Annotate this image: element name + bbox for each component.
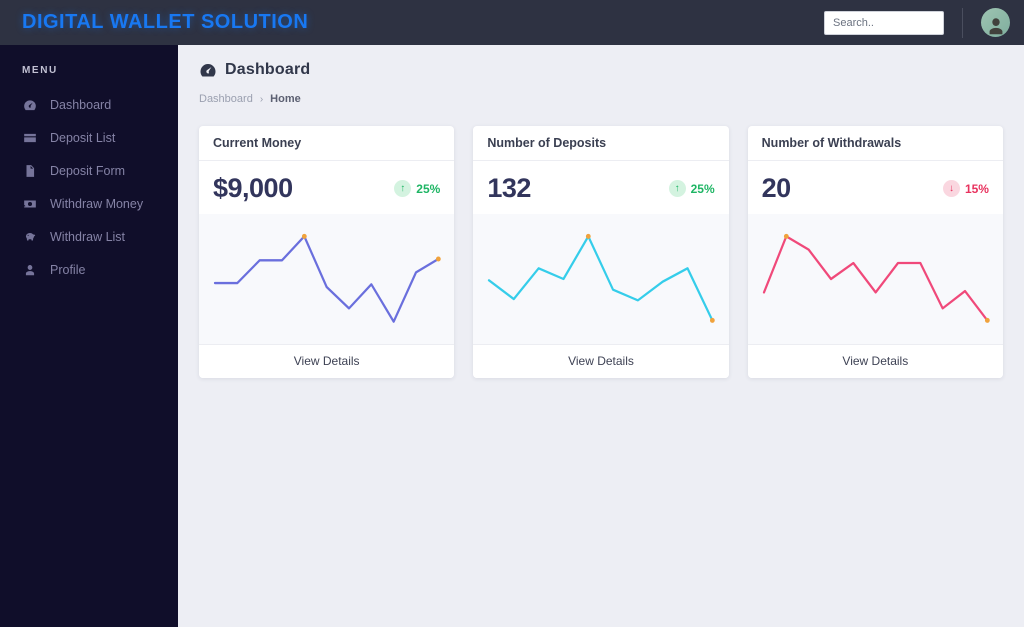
stat-card-number-of-withdrawals: Number of Withdrawals 20 ↓ 15% View Details [747, 126, 1003, 378]
avatar[interactable] [981, 8, 1010, 37]
trend-percentage: 15% [964, 181, 989, 196]
stat-cards-row: Current Money $9,000 ↑ 25% View Details Numbe… [199, 126, 1003, 378]
page-title: Dashboard [225, 61, 311, 78]
sidebar-item-deposit-list[interactable]: Deposit List [0, 121, 178, 154]
view-details-button[interactable]: View Details [199, 344, 455, 378]
arrow-up-icon: ↑ [668, 180, 686, 197]
credit-card-icon [22, 130, 37, 145]
piggy-bank-icon [22, 229, 37, 244]
card-body: $9,000 ↑ 25% [199, 161, 454, 214]
sparkline-chart [199, 214, 455, 344]
person-icon [989, 18, 1002, 35]
trend-badge: ↑ 25% [668, 180, 715, 197]
stat-card-current-money: Current Money $9,000 ↑ 25% View Details [199, 126, 455, 378]
tachometer-icon [199, 61, 217, 79]
sidebar-item-withdraw-list[interactable]: Withdraw List [0, 220, 178, 253]
sidebar-item-label: Deposit Form [50, 163, 126, 178]
search-input[interactable] [824, 10, 944, 35]
card-title: Number of Withdrawals [747, 126, 1003, 161]
view-details-button[interactable]: View Details [747, 344, 1003, 378]
sidebar-item-label: Withdraw List [50, 229, 126, 244]
breadcrumb-root-link[interactable]: Dashboard [199, 93, 253, 105]
chevron-right-icon: › [259, 93, 264, 105]
sidebar-item-label: Dashboard [50, 97, 112, 112]
sidebar-item-label: Deposit List [50, 130, 116, 145]
app-title: DIGITAL WALLET SOLUTION [22, 11, 309, 33]
main-content: Dashboard Dashboard › Home Current Money… [178, 45, 1024, 627]
topbar-divider [962, 7, 963, 38]
sidebar-menu-label: MENU [22, 65, 58, 76]
sidebar: MENU Dashboard Deposit List Deposit Form Wi… [0, 45, 178, 627]
trend-badge: ↓ 15% [942, 180, 989, 197]
file-icon [22, 163, 37, 178]
card-value: 132 [487, 173, 531, 203]
sidebar-item-profile[interactable]: Profile [0, 253, 178, 286]
card-value: 20 [761, 173, 792, 203]
user-icon [22, 262, 37, 277]
card-body: 20 ↓ 15% [748, 161, 1003, 214]
sidebar-item-deposit-form[interactable]: Deposit Form [0, 154, 178, 187]
breadcrumb: Dashboard › Home [199, 93, 1003, 105]
money-bill-icon [22, 196, 37, 211]
sparkline-chart [473, 214, 729, 344]
trend-percentage: 25% [416, 181, 441, 196]
arrow-up-icon: ↑ [394, 180, 412, 197]
sidebar-item-label: Profile [50, 262, 86, 277]
tachometer-icon [22, 97, 37, 112]
topbar: DIGITAL WALLET SOLUTION [0, 0, 1024, 45]
sidebar-item-dashboard[interactable]: Dashboard [0, 88, 178, 121]
page-head: Dashboard [199, 61, 1003, 79]
trend-percentage: 25% [690, 181, 715, 196]
card-value: $9,000 [213, 173, 293, 203]
arrow-down-icon: ↓ [942, 180, 960, 197]
card-title: Current Money [199, 126, 455, 161]
trend-badge: ↑ 25% [394, 180, 440, 197]
view-details-button[interactable]: View Details [473, 344, 729, 378]
card-title: Number of Deposits [473, 126, 729, 161]
sparkline-chart [747, 214, 1003, 344]
stat-card-number-of-deposits: Number of Deposits 132 ↑ 25% View Details [473, 126, 729, 378]
sidebar-item-label: Withdraw Money [50, 196, 144, 211]
sidebar-item-withdraw-money[interactable]: Withdraw Money [0, 187, 178, 220]
sidebar-menu: Dashboard Deposit List Deposit Form Withdra… [0, 88, 178, 286]
breadcrumb-current: Home [270, 93, 301, 105]
topbar-right [824, 0, 1024, 45]
card-body: 132 ↑ 25% [473, 161, 728, 214]
